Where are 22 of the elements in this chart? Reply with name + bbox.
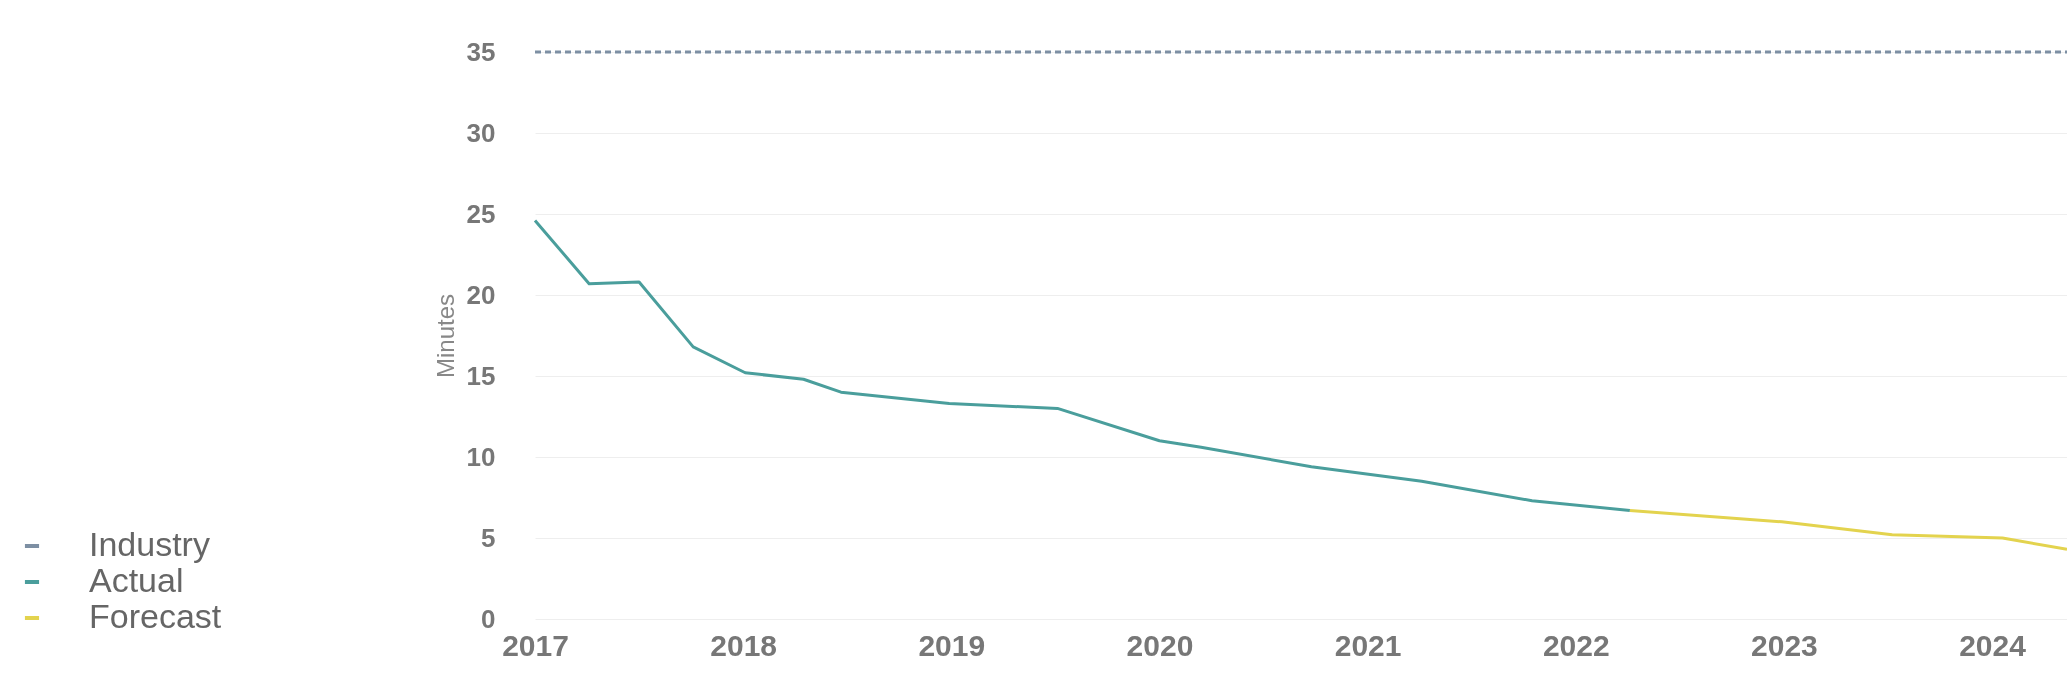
x-tick-label: 2018 xyxy=(710,628,778,662)
y-tick-label: 15 xyxy=(466,360,496,391)
y-tick-label: 10 xyxy=(466,441,496,472)
x-tick-label: 2022 xyxy=(1542,628,1610,662)
y-tick-label: 35 xyxy=(466,36,496,67)
x-tick-label: 2020 xyxy=(1126,628,1194,662)
x-tick-label: 2023 xyxy=(1751,628,1818,662)
y-tick-label: 5 xyxy=(481,522,496,553)
x-tick-label: 2021 xyxy=(1334,628,1402,662)
legend-label: Actual xyxy=(89,561,184,599)
x-tick-label: 2024 xyxy=(1959,628,2027,662)
y-tick-label: 0 xyxy=(481,603,496,634)
y-tick-label: 30 xyxy=(466,117,496,148)
line-series xyxy=(1628,508,2067,551)
y-axis-title: Minutes xyxy=(431,293,459,379)
legend-label: Forecast xyxy=(89,597,222,635)
y-tick-label: 20 xyxy=(466,279,496,310)
legend-label: Industry xyxy=(89,525,210,563)
y-tick-label: 25 xyxy=(466,198,496,229)
line-series xyxy=(533,218,1632,512)
x-tick-label: 2017 xyxy=(502,628,569,662)
x-tick-label: 2019 xyxy=(918,628,986,662)
